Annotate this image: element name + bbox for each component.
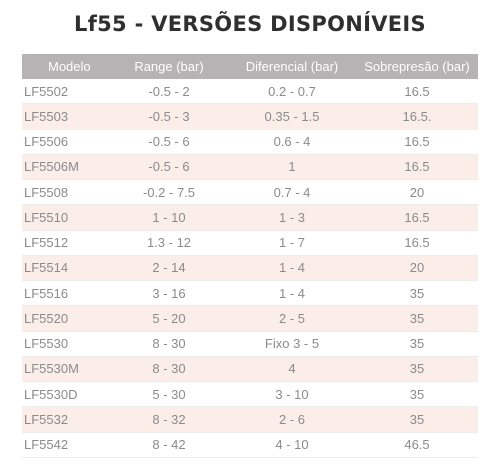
table-row: LF5520 5 - 20 2 - 5 35	[22, 305, 478, 332]
cell-model: LF5530	[22, 331, 110, 357]
table-row: LF5506M -0.5 - 6 1 16.5	[22, 154, 478, 181]
cell-differential: 1	[228, 154, 356, 181]
cell-model: LF5508	[22, 179, 110, 206]
cell-range: 8 - 32	[110, 406, 228, 433]
cell-range: 5 - 20	[110, 305, 228, 332]
cell-model: LF5506	[22, 129, 110, 155]
table-row: LF5530 8 - 30 Fixo 3 - 5 35	[22, 331, 478, 357]
cell-overpressure: 16.5	[356, 154, 478, 181]
cell-range: 3 - 16	[110, 280, 228, 307]
column-header-overpressure: Sobrepresão (bar)	[356, 54, 478, 79]
cell-overpressure: 16.5	[356, 230, 478, 256]
cell-model: LF5530D	[22, 381, 110, 408]
cell-overpressure: 20	[356, 179, 478, 206]
cell-differential: 3 - 10	[228, 381, 356, 408]
cell-overpressure: 35	[356, 280, 478, 307]
column-header-range: Range (bar)	[110, 54, 228, 79]
cell-range: 5 - 30	[110, 381, 228, 408]
cell-range: 8 - 42	[110, 432, 228, 458]
cell-range: -0.5 - 3	[110, 103, 228, 130]
cell-differential: 1 - 3	[228, 204, 356, 231]
cell-overpressure: 35	[356, 406, 478, 433]
column-header-differential: Diferencial (bar)	[228, 54, 356, 79]
cell-overpressure: 16.5	[356, 79, 478, 105]
table-row: LF5510 1 - 10 1 - 3 16.5	[22, 204, 478, 231]
cell-differential: 1 - 4	[228, 255, 356, 282]
table-row: LF5530M 8 - 30 4 35	[22, 356, 478, 383]
cell-differential: 0.2 - 0.7	[228, 79, 356, 105]
cell-range: 8 - 30	[110, 356, 228, 383]
cell-model: LF5542	[22, 432, 110, 458]
cell-model: LF5520	[22, 305, 110, 332]
cell-range: -0.5 - 6	[110, 154, 228, 181]
cell-overpressure: 16.5	[356, 129, 478, 155]
table-header-row: Modelo Range (bar) Diferencial (bar) Sob…	[22, 54, 478, 79]
cell-overpressure: 16.5.	[356, 103, 478, 130]
cell-model: LF5530M	[22, 356, 110, 383]
cell-differential: 2 - 6	[228, 406, 356, 433]
cell-range: -0.5 - 2	[110, 79, 228, 105]
table-row: LF5542 8 - 42 4 - 10 46.5	[22, 432, 478, 458]
cell-overpressure: 35	[356, 356, 478, 383]
cell-model: LF5512	[22, 230, 110, 256]
cell-range: 8 - 30	[110, 331, 228, 357]
cell-model: LF5510	[22, 204, 110, 231]
cell-differential: 2 - 5	[228, 305, 356, 332]
cell-range: 1 - 10	[110, 204, 228, 231]
table-row: LF5508 -0.2 - 7.5 0.7 - 4 20	[22, 179, 478, 206]
cell-overpressure: 20	[356, 255, 478, 282]
cell-differential: 4	[228, 356, 356, 383]
cell-model: LF5506M	[22, 154, 110, 181]
cell-model: LF5516	[22, 280, 110, 307]
cell-model: LF5502	[22, 79, 110, 105]
cell-differential: 0.6 - 4	[228, 129, 356, 155]
cell-range: 2 - 14	[110, 255, 228, 282]
cell-differential: 0.35 - 1.5	[228, 103, 356, 130]
cell-differential: 1 - 7	[228, 230, 356, 256]
cell-differential: 4 - 10	[228, 432, 356, 458]
cell-differential: Fixo 3 - 5	[228, 331, 356, 357]
cell-model: LF5514	[22, 255, 110, 282]
table-row: LF5532 8 - 32 2 - 6 35	[22, 406, 478, 433]
table-header: Modelo Range (bar) Diferencial (bar) Sob…	[22, 54, 478, 79]
cell-differential: 1 - 4	[228, 280, 356, 307]
cell-overpressure: 35	[356, 305, 478, 332]
column-header-model: Modelo	[22, 54, 110, 79]
table-row: LF5516 3 - 16 1 - 4 35	[22, 280, 478, 307]
cell-range: -0.5 - 6	[110, 129, 228, 155]
cell-model: LF5503	[22, 103, 110, 130]
cell-range: -0.2 - 7.5	[110, 179, 228, 206]
cell-overpressure: 35	[356, 331, 478, 357]
cell-overpressure: 16.5	[356, 204, 478, 231]
cell-range: 1.3 - 12	[110, 230, 228, 256]
table-body: LF5502 -0.5 - 2 0.2 - 0.7 16.5 LF5503 -0…	[22, 79, 478, 458]
cell-differential: 0.7 - 4	[228, 179, 356, 206]
table-row: LF5512 1.3 - 12 1 - 7 16.5	[22, 230, 478, 256]
table-row: LF5530D 5 - 30 3 - 10 35	[22, 381, 478, 408]
table-row: LF5503 -0.5 - 3 0.35 - 1.5 16.5.	[22, 103, 478, 130]
table-row: LF5506 -0.5 - 6 0.6 - 4 16.5	[22, 129, 478, 155]
cell-overpressure: 35	[356, 381, 478, 408]
table-row: LF5502 -0.5 - 2 0.2 - 0.7 16.5	[22, 79, 478, 105]
cell-model: LF5532	[22, 406, 110, 433]
page-title: Lf55 - VERSÕES DISPONÍVEIS	[74, 12, 426, 36]
versions-table: Modelo Range (bar) Diferencial (bar) Sob…	[22, 54, 478, 458]
cell-overpressure: 46.5	[356, 432, 478, 458]
table-row: LF5514 2 - 14 1 - 4 20	[22, 255, 478, 282]
